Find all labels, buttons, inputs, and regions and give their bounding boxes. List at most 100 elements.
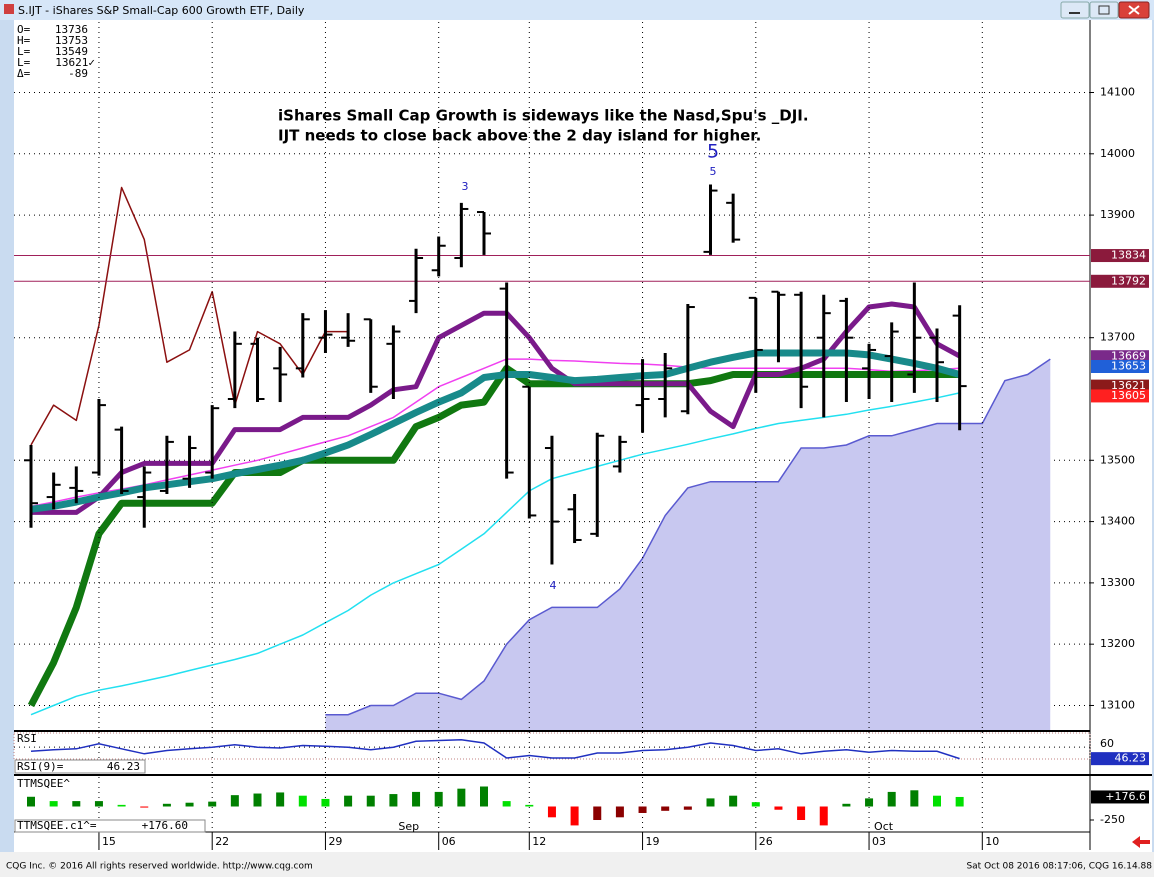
readout-box xyxy=(14,759,146,774)
x-tick-label: 15 xyxy=(102,835,116,848)
price-axis xyxy=(1090,20,1152,852)
info-value: 13549 xyxy=(55,45,88,58)
y-tick-label: 13700 xyxy=(1100,331,1135,344)
price-marker xyxy=(1091,249,1149,263)
maximize-button[interactable] xyxy=(1089,1,1119,19)
histogram-bar xyxy=(933,795,941,807)
ttm-marker-label: +176.6 xyxy=(1105,790,1146,803)
histogram-bar xyxy=(434,791,443,807)
price-marker-label: 13792 xyxy=(1111,274,1146,287)
histogram-bar xyxy=(276,792,285,807)
histogram-bar xyxy=(185,802,194,807)
histogram-bar xyxy=(344,795,353,807)
histogram-bar xyxy=(729,795,738,807)
histogram-bar xyxy=(570,806,579,826)
histogram-bar xyxy=(865,798,874,807)
info-label: O= xyxy=(17,23,31,36)
month-label: Sep xyxy=(398,820,419,833)
histogram-bar xyxy=(638,806,647,813)
scroll-arrow[interactable] xyxy=(1132,836,1150,848)
y-tick-label: 13500 xyxy=(1100,453,1135,466)
rsi-readout-value: 46.23 xyxy=(107,760,140,773)
maximize-icon xyxy=(1098,5,1110,15)
info-label: H= xyxy=(17,34,31,47)
rsi-marker xyxy=(1091,752,1149,766)
annotation-text: IJT needs to close back above the 2 day … xyxy=(278,127,761,145)
histogram-bar xyxy=(208,801,217,807)
info-value: 13736 xyxy=(55,23,88,36)
histogram-bar xyxy=(819,806,828,826)
y-tick-label: 13900 xyxy=(1100,208,1135,221)
info-label: L= xyxy=(17,56,31,69)
ttm-marker xyxy=(1091,790,1149,804)
y-tick-label: 13200 xyxy=(1100,637,1135,650)
price-marker-label: 13605 xyxy=(1111,389,1146,402)
info-label: Δ= xyxy=(17,67,31,80)
price-marker xyxy=(1091,389,1149,403)
histogram-bar xyxy=(547,806,556,818)
histogram-bar xyxy=(887,791,896,807)
histogram-bar xyxy=(366,795,375,807)
histogram-bar xyxy=(525,804,534,807)
histogram-bar xyxy=(49,801,58,807)
x-tick-label: 19 xyxy=(646,835,660,848)
histogram-bar xyxy=(457,788,466,807)
histogram-bar xyxy=(615,806,624,818)
rsi-label: RSI xyxy=(17,732,37,745)
x-tick-label: 06 xyxy=(442,835,456,848)
wave-label: 4 xyxy=(550,579,557,592)
app-icon xyxy=(4,4,14,14)
rsi-readout-label: RSI(9)= xyxy=(17,760,64,773)
x-tick-label: 22 xyxy=(215,835,229,848)
histogram-bar xyxy=(661,806,670,811)
histogram-bar xyxy=(955,796,964,807)
y-tick-label: 13300 xyxy=(1100,576,1135,589)
y-tick-label: 14100 xyxy=(1100,85,1135,98)
histogram-bar xyxy=(593,806,602,821)
x-tick-label: 29 xyxy=(328,835,342,848)
minimize-button[interactable] xyxy=(1060,1,1090,19)
histogram-bar xyxy=(751,802,760,807)
wave-label: 5 xyxy=(710,165,717,178)
price-marker xyxy=(1091,379,1149,393)
histogram-bar xyxy=(94,801,103,807)
rsi-band xyxy=(13,732,1091,760)
histogram-bar xyxy=(412,791,421,807)
info-label: L= xyxy=(17,45,31,58)
price-marker xyxy=(1091,274,1149,288)
price-marker xyxy=(1091,359,1149,373)
title-bar xyxy=(0,0,1154,20)
x-tick-label: 10 xyxy=(985,835,999,848)
histogram-bar xyxy=(480,786,488,807)
histogram-bar xyxy=(140,806,149,808)
rsi-marker-label: 46.23 xyxy=(1115,752,1147,765)
ttm-label: TTMSQEE^ xyxy=(17,777,70,790)
histogram-bar xyxy=(72,801,81,807)
close-icon xyxy=(1128,5,1140,15)
histogram-bar xyxy=(842,803,851,807)
info-value: 13753 xyxy=(55,34,88,47)
histogram-bar xyxy=(27,796,35,807)
info-value: 13621✓ xyxy=(55,56,95,69)
month-label: Oct xyxy=(874,820,894,833)
histogram-bar xyxy=(298,795,307,807)
histogram-bar xyxy=(502,801,511,807)
price-marker-label: 13621 xyxy=(1111,379,1146,392)
ttm-readout-label: TTMSQEE.c1^= xyxy=(17,819,97,832)
price-marker-label: 13669 xyxy=(1111,350,1146,363)
price-marker xyxy=(1091,350,1149,364)
study-line xyxy=(27,364,960,708)
footer-right: Sat Oct 08 2016 08:17:06, CQG 16.14.88 xyxy=(966,862,1152,872)
window-title: S.IJT - iShares S&P Small-Cap 600 Growth… xyxy=(18,4,305,17)
cloud-edge xyxy=(325,358,1051,716)
study-line xyxy=(30,186,349,446)
rsi-line xyxy=(30,738,960,760)
info-value: -89 xyxy=(68,67,88,80)
footer-left: CQG Inc. © 2016 All rights reserved worl… xyxy=(6,862,313,872)
histogram-bar xyxy=(117,804,126,807)
y-tick-label: 13400 xyxy=(1100,515,1135,528)
study-line xyxy=(30,392,960,716)
histogram-bar xyxy=(162,803,171,807)
